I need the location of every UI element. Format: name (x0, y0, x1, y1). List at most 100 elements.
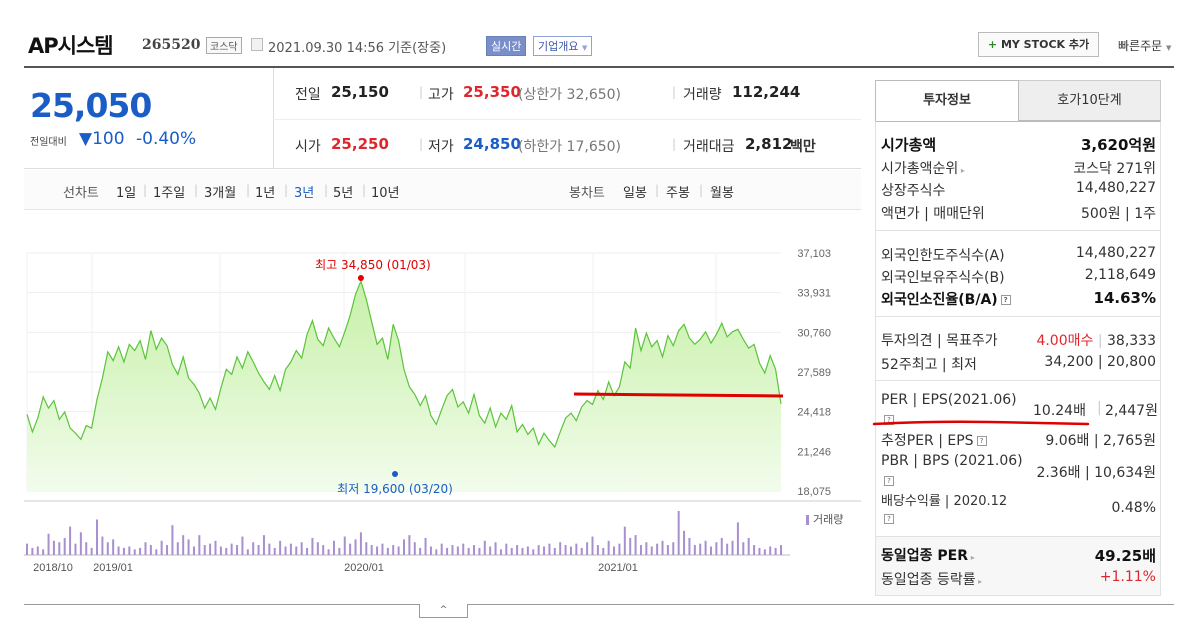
add-mystock-label: MY STOCK 추가 (1000, 38, 1090, 51)
volume-bar (397, 546, 400, 555)
volume-bar (478, 547, 481, 555)
period-3month[interactable]: 3개월 (204, 186, 237, 201)
high-annotation: 최고 34,850 (01/03) (315, 258, 431, 272)
volume-bar (273, 547, 276, 555)
week52-value: 34,200 | 20,800 (1044, 354, 1156, 370)
low-marker (392, 471, 398, 477)
volume-bar (122, 547, 125, 555)
add-mystock-button[interactable]: + MY STOCK 추가 (978, 32, 1099, 57)
period-selector (24, 170, 861, 210)
price-chart[interactable]: 37,103 33,931 30,760 27,589 24,418 21,246 18,0… (0, 210, 861, 590)
x-tick-label: 2020/01 (344, 562, 384, 574)
volume-bar (214, 540, 217, 555)
volume-label: 거래량 (683, 87, 722, 103)
divider (876, 380, 1160, 381)
volume-bar (74, 543, 77, 555)
opinion-values: 4.00매수 | 38,333 (1036, 333, 1156, 349)
bottom-divider (24, 604, 1174, 605)
period-1day[interactable]: 1일 (116, 186, 137, 201)
volume-bar (602, 547, 605, 555)
volume-bar (79, 532, 82, 555)
volume-bar (322, 545, 325, 555)
industry-change-value: +1.11% (1099, 569, 1156, 585)
per-value: 10.24배 (1033, 403, 1086, 419)
volume-bar (559, 542, 562, 555)
low-value: 24,850 (463, 135, 521, 153)
help-icon[interactable]: ? (884, 514, 894, 524)
volume-bar (780, 545, 782, 555)
period-10year[interactable]: 10년 (371, 186, 400, 201)
volume-legend-swatch (806, 515, 809, 525)
foreign-ratio-value: 14.63% (1093, 289, 1156, 307)
volume-bar (106, 542, 109, 555)
pbr-label: PBR | BPS (2021.06) (881, 453, 1023, 469)
volume-bar (591, 536, 594, 555)
amount-value: 2,812 (745, 135, 793, 153)
volume-bar (451, 545, 454, 555)
help-icon[interactable]: ? (1000, 295, 1011, 305)
chevron-up-icon: ^ (439, 605, 448, 615)
pbr-value: 2.36배 | 10,634원 (1036, 465, 1156, 481)
market-tag: 코스닥 (206, 37, 242, 54)
volume-bar (381, 543, 384, 555)
high-marker (357, 275, 364, 281)
volume-bar (144, 542, 147, 555)
volume-bar (747, 537, 750, 555)
industry-change-link[interactable]: 동일업종 등락률 ▸ (881, 569, 982, 589)
help-icon[interactable]: ? (976, 436, 987, 446)
volume-bar (532, 549, 535, 555)
y-tick-label: 33,931 (797, 288, 831, 300)
volume-bar (187, 539, 190, 555)
volume-bar (462, 543, 465, 555)
period-3year[interactable]: 3년 (294, 186, 315, 201)
price-panel (24, 68, 861, 169)
tab-investment-info[interactable]: 투자정보 (875, 80, 1019, 121)
volume-bar (650, 546, 653, 555)
help-icon[interactable]: ? (884, 476, 894, 486)
volume-bar (268, 543, 271, 555)
volume-bar (176, 542, 179, 555)
diff-label: 전일대비 (30, 137, 67, 148)
period-1week[interactable]: 1주일 (153, 186, 186, 201)
candle-monthly[interactable]: 월봉 (710, 186, 734, 201)
chevron-right-icon: ▸ (975, 577, 983, 586)
volume-bar (489, 546, 492, 555)
stock-name: AP시스템 (28, 34, 114, 58)
volume-bar (596, 545, 599, 555)
candle-weekly[interactable]: 주봉 (666, 186, 690, 201)
quick-order-button[interactable]: 빠른주문 ▼ (1118, 37, 1171, 54)
divider: | (655, 183, 660, 197)
volume-bar (607, 540, 610, 555)
divider: | (672, 85, 677, 99)
est-per-label: 추정PER | EPS (881, 433, 974, 449)
volume-bar (526, 546, 529, 555)
y-tick-label: 24,418 (797, 407, 831, 419)
company-overview-button[interactable]: 기업개요 ▼ (533, 36, 593, 56)
volume-bar (289, 543, 292, 555)
industry-per-link[interactable]: 동일업종 PER ▸ (881, 545, 975, 565)
upper-limit: (상한가 32,650) (518, 87, 622, 103)
volume-bar (672, 542, 675, 555)
chevron-down-icon: ▼ (1166, 44, 1172, 52)
period-1year[interactable]: 1년 (255, 186, 276, 201)
volume-bar (279, 540, 282, 555)
industry-per-value: 49.25배 (1094, 547, 1156, 565)
period-5year[interactable]: 5년 (333, 186, 354, 201)
realtime-button[interactable]: 실시간 (486, 36, 527, 56)
investment-info-panel (875, 121, 1161, 596)
collapse-button[interactable]: ^ (419, 604, 468, 618)
annotation-underline (872, 420, 1090, 426)
market-cap-value: 3,620억원 (1080, 136, 1156, 154)
foreign-limit-value: 14,480,227 (1075, 245, 1156, 261)
tab-order-book[interactable]: 호가10단계 (1019, 80, 1161, 121)
volume-bar (731, 540, 734, 555)
datetime-text: 2021.09.30 14:56 기준(장중) (268, 41, 447, 56)
divider: | (419, 85, 424, 99)
volume-bar (736, 522, 739, 555)
per-label: PER | EPS(2021.06) (881, 392, 1017, 408)
open-value: 25,250 (331, 135, 389, 153)
candle-daily[interactable]: 일봉 (623, 186, 647, 201)
market-cap-rank-link[interactable]: 시가총액순위 ▸ (881, 158, 965, 178)
dividend-label: 배당수익률 | 2020.12 (881, 494, 1008, 509)
volume-bar (693, 545, 696, 555)
